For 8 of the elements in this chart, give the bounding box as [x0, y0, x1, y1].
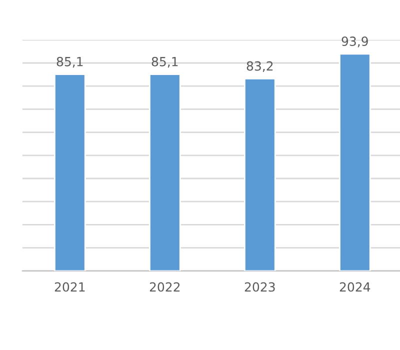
x-tick-label: 2022	[150, 282, 180, 292]
x-tick-label: 2024	[340, 282, 370, 292]
data-label: 85,1	[152, 56, 178, 68]
data-label: 85,1	[56, 56, 83, 68]
data-label: 83,2	[246, 61, 273, 72]
x-tick-label: 2023	[244, 282, 275, 292]
data-label: 93,9	[342, 36, 368, 48]
x-tick-label: 2021	[54, 282, 85, 292]
